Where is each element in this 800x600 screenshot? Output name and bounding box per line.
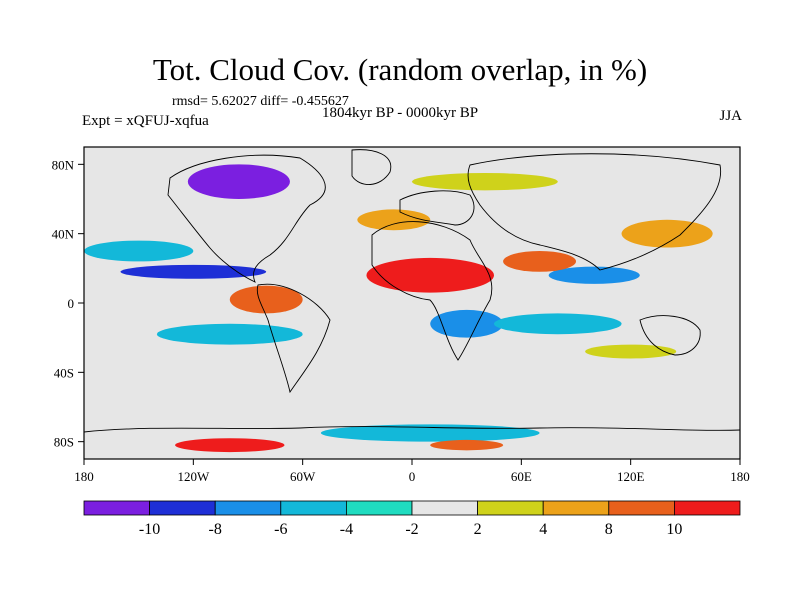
- experiment-label: Expt = xQFUJ-xqfua: [82, 113, 209, 129]
- colorbar-swatch: [280, 500, 347, 516]
- y-tick-label: 40S: [54, 365, 74, 380]
- map-background: [84, 147, 740, 459]
- anomaly-field-positive: [430, 439, 504, 451]
- y-tick-label: 0: [68, 296, 75, 311]
- coastlines: [84, 149, 740, 433]
- colorbar-swatch: [149, 500, 216, 516]
- x-axis: 180 120W 60W 0 60E 120E 180: [74, 459, 750, 484]
- chart-title: Tot. Cloud Cov. (random overlap, in %): [152, 52, 648, 87]
- anomaly-field-positive: [412, 173, 558, 191]
- colorbar-swatch: [83, 500, 150, 516]
- anomaly-field-negative: [120, 264, 267, 279]
- anomaly-field-positive: [503, 251, 576, 272]
- colorbar-label: -6: [274, 521, 287, 538]
- anomaly-field-negative: [548, 266, 640, 284]
- colorbar-label: -4: [340, 521, 353, 538]
- anomaly-field-positive: [175, 438, 285, 453]
- colorbar-label: -2: [405, 521, 418, 538]
- season-label: JJA: [719, 108, 742, 124]
- anomaly-field-positive: [229, 285, 303, 314]
- x-tick-label: 180: [730, 469, 750, 484]
- anomaly-field-positive: [366, 257, 494, 293]
- colorbar-label: 4: [539, 521, 547, 538]
- x-tick-label: 120W: [177, 469, 210, 484]
- colorbar-swatch: [477, 500, 544, 516]
- colorbar-swatch: [214, 500, 282, 516]
- colorbar: -10 -8 -6 -4 -2 2 4 8 10: [83, 500, 741, 538]
- y-tick-label: 80N: [52, 157, 75, 172]
- anomaly-field-negative: [430, 309, 504, 338]
- y-tick-label: 40N: [52, 227, 75, 242]
- colorbar-swatch: [411, 500, 478, 516]
- anomaly-field-negative: [494, 313, 622, 335]
- anomaly-field-positive: [585, 344, 677, 359]
- anomaly-field-positive: [357, 209, 431, 231]
- anomaly-field-positive: [621, 219, 713, 248]
- colorbar-label: 2: [474, 521, 482, 538]
- anomaly-field-negative: [187, 164, 290, 200]
- colorbar-swatch: [345, 500, 413, 516]
- colorbar-label: -10: [139, 521, 160, 538]
- x-tick-label: 60W: [290, 469, 316, 484]
- colorbar-label: 8: [605, 521, 613, 538]
- period-label: 1804kyr BP - 0000kyr BP: [321, 105, 479, 121]
- colorbar-swatch: [674, 500, 741, 516]
- x-tick-label: 60E: [511, 469, 532, 484]
- colorbar-swatch: [542, 500, 610, 516]
- anomaly-field-negative: [84, 240, 194, 262]
- anomaly-field-negative: [156, 323, 303, 345]
- colorbar-label: 10: [666, 521, 682, 538]
- anomaly-fields: [84, 164, 713, 453]
- y-axis: 80N 40N 0 40S 80S: [52, 157, 84, 450]
- x-tick-label: 180: [74, 469, 94, 484]
- x-tick-label: 0: [409, 469, 416, 484]
- stats-label: rmsd= 5.62027 diff= -0.455627: [172, 94, 349, 109]
- colorbar-swatch: [608, 500, 675, 516]
- y-tick-label: 80S: [54, 435, 74, 450]
- x-tick-label: 120E: [617, 469, 645, 484]
- colorbar-label: -8: [209, 521, 222, 538]
